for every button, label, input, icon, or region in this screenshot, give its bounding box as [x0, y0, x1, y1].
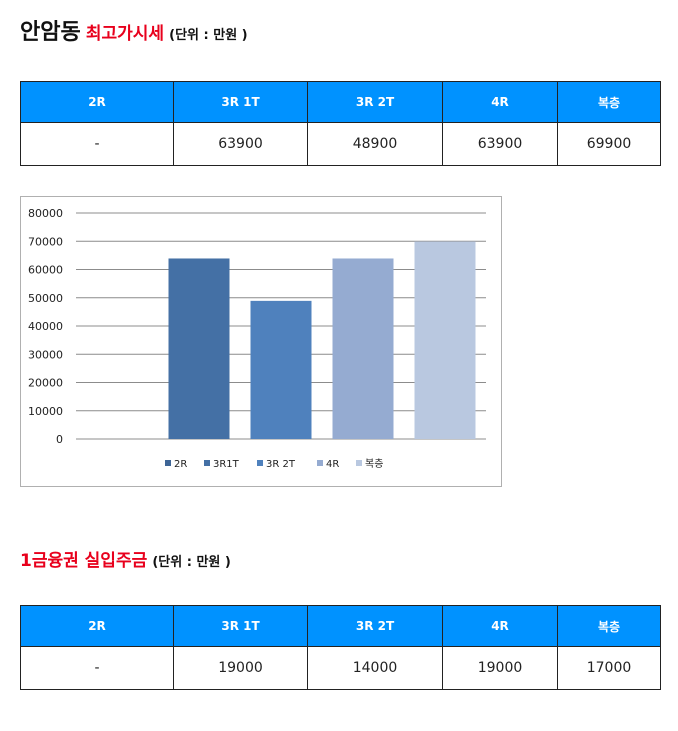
table-row: - 19000 14000 19000 17000	[20, 646, 661, 690]
table-header: 복층	[557, 81, 661, 123]
legend-swatch	[257, 460, 263, 466]
y-tick-label: 30000	[28, 348, 63, 361]
y-tick-label: 50000	[28, 292, 63, 305]
table-cell: -	[20, 646, 174, 690]
legend-label: 3R 2T	[266, 459, 296, 470]
table-header: 4R	[442, 605, 558, 647]
table-header: 4R	[442, 81, 558, 123]
bar	[332, 258, 394, 439]
table-cell: 48900	[307, 122, 443, 166]
legend-label: 2R	[174, 459, 187, 470]
section-heading-deposit: 1금융권 실입주금 (단위 : 만원 )	[20, 546, 231, 571]
table-cell: 17000	[557, 646, 661, 690]
y-tick-label: 40000	[28, 320, 63, 333]
y-tick-label: 60000	[28, 264, 63, 277]
deposit-table: 2R 3R 1T 3R 2T 4R 복층 - 19000 14000 19000…	[20, 605, 661, 690]
table-header-row: 2R 3R 1T 3R 2T 4R 복층	[20, 605, 661, 647]
legend-swatch	[165, 460, 171, 466]
legend-label: 3R1T	[213, 459, 240, 470]
table-header: 3R 2T	[307, 81, 443, 123]
table-cell: 19000	[442, 646, 558, 690]
y-tick-label: 0	[56, 433, 63, 446]
chart-canvas: 80000 70000 60000 50000 40000 30000 20000 10000…	[28, 207, 486, 470]
table-header: 2R	[20, 605, 174, 647]
table-cell: 63900	[173, 122, 308, 166]
table-header: 3R 1T	[173, 81, 308, 123]
y-tick-label: 70000	[28, 235, 63, 248]
heading-location: 안암동	[20, 20, 81, 45]
bar	[414, 241, 476, 439]
table-cell: 63900	[442, 122, 558, 166]
y-tick-label: 80000	[28, 207, 63, 220]
table-cell: 69900	[557, 122, 661, 166]
table-row: - 63900 48900 63900 69900	[20, 122, 661, 166]
bar	[250, 300, 312, 439]
bar	[168, 258, 230, 439]
heading-unit: (단위 : 만원 )	[152, 555, 231, 570]
table-cell: 19000	[173, 646, 308, 690]
section-heading-price: 안암동 최고가시세 (단위 : 만원 )	[20, 14, 248, 46]
bar-chart: 80000 70000 60000 50000 40000 30000 20000 10000…	[20, 196, 502, 487]
heading-unit: (단위 : 만원 )	[169, 28, 248, 43]
table-cell: 14000	[307, 646, 443, 690]
table-header: 3R 2T	[307, 605, 443, 647]
legend-label: 4R	[326, 459, 339, 470]
table-header: 3R 1T	[173, 605, 308, 647]
legend-swatch	[317, 460, 323, 466]
legend-label: 복층	[365, 458, 383, 470]
table-header: 복층	[557, 605, 661, 647]
legend-swatch	[204, 460, 210, 466]
table-header-row: 2R 3R 1T 3R 2T 4R 복층	[20, 81, 661, 123]
heading-title: 1금융권 실입주금	[20, 551, 148, 571]
legend-swatch	[356, 460, 362, 466]
y-tick-label: 20000	[28, 377, 63, 390]
y-tick-label: 10000	[28, 405, 63, 418]
table-header: 2R	[20, 81, 174, 123]
table-cell: -	[20, 122, 174, 166]
max-price-table: 2R 3R 1T 3R 2T 4R 복층 - 63900 48900 63900…	[20, 81, 661, 166]
heading-title: 최고가시세	[85, 24, 165, 44]
